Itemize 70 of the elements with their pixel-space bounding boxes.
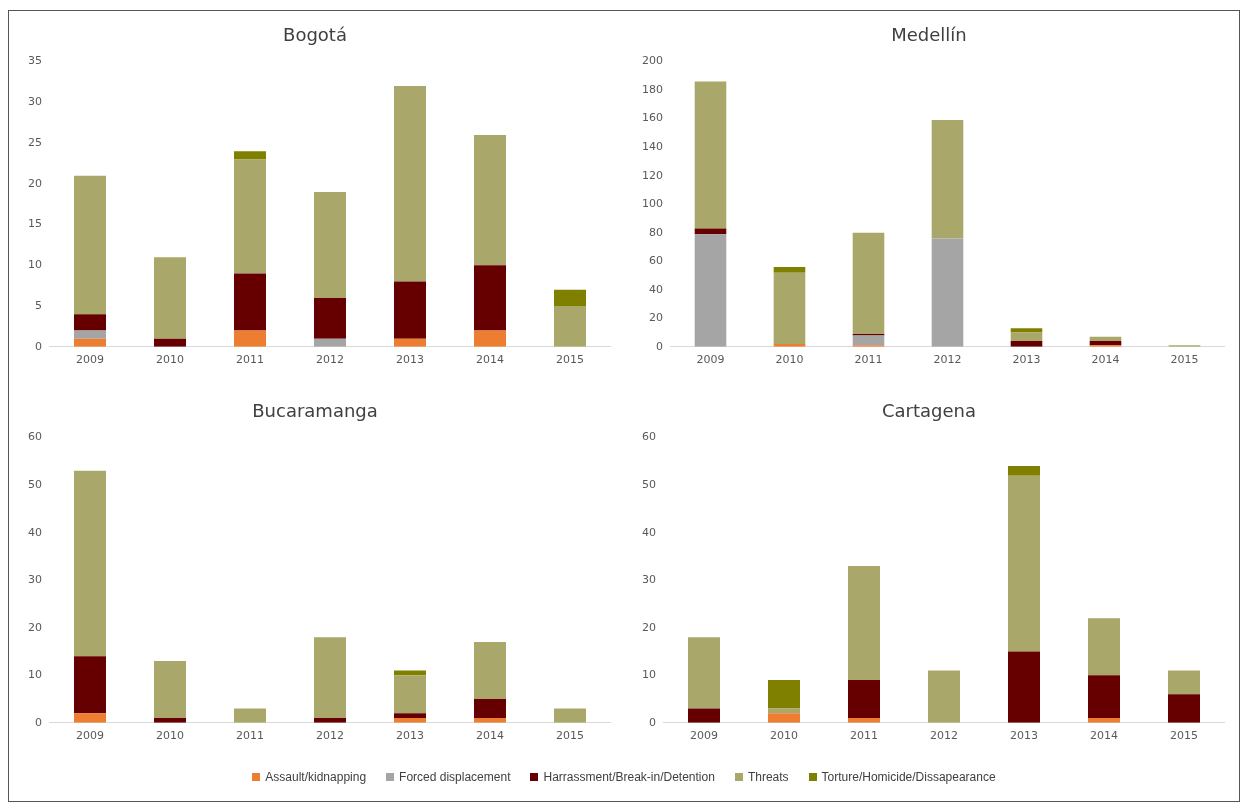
x-tick-label: 2010 — [156, 353, 184, 367]
y-tick-label: 0 — [656, 339, 663, 353]
y-tick-label: 100 — [642, 197, 663, 211]
x-tick-label: 2015 — [1170, 729, 1198, 743]
legend-label: Forced displacement — [398, 770, 511, 784]
x-tick-label: 2012 — [933, 353, 962, 367]
y-tick-label: 140 — [642, 140, 663, 154]
chart-title: Bucaramanga — [252, 400, 378, 422]
x-tick-label: 2014 — [1091, 353, 1120, 367]
y-tick-label: 40 — [649, 282, 663, 296]
y-tick-label: 20 — [28, 620, 42, 634]
x-tick-label: 2009 — [76, 729, 104, 743]
y-tick-label: 30 — [28, 573, 42, 587]
y-tick-label: 60 — [28, 430, 42, 444]
y-tick-label: 20 — [28, 176, 42, 190]
y-tick-label: 120 — [642, 168, 663, 182]
x-tick-label: 2009 — [696, 353, 725, 367]
chart-title: Medellín — [891, 24, 967, 46]
x-tick-label: 2015 — [1170, 353, 1199, 367]
y-tick-label: 5 — [35, 298, 42, 312]
y-tick-label: 30 — [28, 95, 42, 109]
y-tick-label: 10 — [28, 668, 42, 682]
x-tick-label: 2010 — [775, 353, 804, 367]
y-tick-label: 60 — [642, 430, 656, 444]
x-tick-label: 2014 — [476, 353, 504, 367]
y-tick-label: 15 — [28, 217, 42, 231]
x-tick-label: 2012 — [316, 729, 344, 743]
y-tick-label: 40 — [642, 525, 656, 539]
x-tick-label: 2014 — [476, 729, 504, 743]
y-tick-label: 0 — [35, 715, 42, 729]
x-tick-label: 2015 — [556, 353, 584, 367]
y-tick-label: 200 — [642, 54, 663, 68]
y-tick-label: 0 — [35, 339, 42, 353]
x-tick-label: 2011 — [854, 353, 883, 367]
y-tick-label: 30 — [642, 573, 656, 587]
x-tick-label: 2011 — [850, 729, 878, 743]
y-tick-label: 50 — [642, 477, 656, 491]
x-tick-label: 2013 — [1012, 353, 1041, 367]
y-tick-label: 10 — [642, 668, 656, 682]
x-tick-label: 2010 — [770, 729, 798, 743]
x-tick-label: 2009 — [76, 353, 104, 367]
legend-label: Torture/Homicide/Dissapearance — [820, 770, 996, 784]
y-tick-label: 20 — [642, 620, 656, 634]
y-tick-label: 180 — [642, 82, 663, 96]
y-tick-label: 60 — [649, 254, 663, 268]
x-tick-label: 2015 — [556, 729, 584, 743]
x-tick-label: 2009 — [690, 729, 718, 743]
y-tick-label: 35 — [28, 54, 42, 68]
y-tick-label: 50 — [28, 477, 42, 491]
x-tick-label: 2011 — [236, 353, 264, 367]
x-tick-label: 2012 — [316, 353, 344, 367]
y-tick-label: 0 — [649, 715, 656, 729]
legend-label: Harrassment/Break-in/Detention — [542, 770, 715, 784]
chart-title: Bogotá — [283, 24, 347, 46]
x-tick-label: 2013 — [1010, 729, 1038, 743]
legend-label: Assault/kidnapping — [264, 770, 367, 784]
y-tick-label: 160 — [642, 111, 663, 125]
x-tick-label: 2011 — [236, 729, 264, 743]
y-tick-label: 25 — [28, 135, 42, 149]
x-tick-label: 2013 — [396, 353, 424, 367]
chart-title: Cartagena — [881, 400, 977, 422]
x-tick-label: 2012 — [930, 729, 958, 743]
x-tick-label: 2014 — [1090, 729, 1118, 743]
y-tick-label: 10 — [28, 258, 42, 272]
x-tick-label: 2010 — [156, 729, 184, 743]
y-tick-label: 80 — [649, 225, 663, 239]
y-tick-label: 40 — [28, 525, 42, 539]
y-tick-label: 20 — [649, 311, 663, 325]
legend-label: Threats — [746, 770, 789, 784]
x-tick-label: 2013 — [396, 729, 424, 743]
